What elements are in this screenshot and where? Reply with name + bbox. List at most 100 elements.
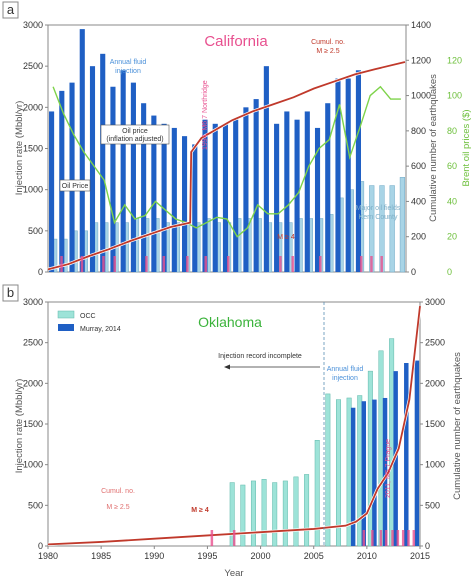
oilprice-tick-label: 40: [447, 196, 457, 206]
right-tick-label: 3000: [425, 297, 445, 307]
occ-bar: [272, 482, 278, 547]
m4-marker: [102, 256, 105, 272]
injection-bar: [120, 70, 126, 273]
injection-bar: [274, 123, 280, 272]
left-tick-label: 1000: [23, 460, 43, 470]
left-tick-label: 2000: [23, 102, 43, 112]
injection-bar: [151, 115, 157, 272]
panel-b-right-ticks: 0 500 1000 1500 2000 2500 3000: [420, 297, 445, 551]
legend-occ-swatch: [57, 310, 75, 319]
left-tick-label: 2500: [23, 61, 43, 71]
right-tick-label: 1000: [425, 460, 445, 470]
left-tick-label: 0: [38, 541, 43, 551]
cumulative-earthquake-line: [47, 61, 406, 271]
panel-b-label-box: [2, 284, 19, 302]
m4-marker: [370, 256, 373, 272]
left-tick-label: 3000: [23, 297, 43, 307]
panel-a-annot-oilprice-short: Oil Price: [62, 183, 89, 190]
injection-bar: [100, 53, 106, 272]
panel-b-annot-cumul-1: Cumul. no.: [101, 488, 135, 495]
oilprice-tick-label: 0: [447, 267, 452, 277]
right-tick-label: 200: [411, 232, 426, 242]
occ-bar: [335, 399, 341, 547]
right-tick-label: 500: [425, 500, 440, 510]
m4-marker: [60, 256, 63, 272]
m4-marker: [412, 530, 416, 546]
panel-a-title: California: [204, 33, 268, 50]
right-tick-label: 0: [411, 267, 416, 277]
m4-marker: [319, 256, 322, 272]
injection-bar: [49, 111, 55, 272]
panel-a-injection-bars: [49, 29, 361, 273]
panel-b-m4-markers: [210, 530, 416, 546]
injection-bar: [304, 111, 310, 272]
injection-bar: [110, 86, 116, 272]
m4-marker: [145, 256, 148, 272]
panel-a-annot-cumul-1: Cumul. no.: [311, 39, 345, 46]
right-tick-label: 2500: [425, 338, 445, 348]
panel-b-ylabel-left: Injection rate (Mbbl/yr): [14, 379, 25, 474]
injection-bar: [243, 107, 249, 272]
oilprice-tick-label: 100: [447, 91, 462, 101]
panel-a-ylabel-right: Cumulative number of earthquakes: [428, 74, 439, 222]
panel-a: a California Injection rate (Mbbl/yr) Cu…: [2, 1, 472, 277]
panel-a-ylabel-right2: Brent oil prices ($): [461, 109, 472, 186]
m4-marker: [407, 530, 410, 546]
m4-marker: [362, 530, 366, 546]
panel-b-ylabel-right: Cumulative number of earthquakes: [452, 352, 463, 500]
panel-b-bars: [229, 338, 420, 547]
m4-marker: [210, 530, 214, 546]
m4-marker: [291, 256, 294, 272]
m4-marker: [379, 530, 383, 546]
injection-bar: [335, 78, 341, 273]
m4-marker: [391, 530, 394, 546]
panel-a-m4-markers: [60, 256, 383, 272]
panel-b: b Oklahoma Injection rate (Mbbl/yr) Cumu…: [2, 284, 463, 579]
m4-marker: [162, 256, 166, 272]
x-tick-label: 1995: [197, 551, 217, 561]
right-tick-label: 2000: [425, 378, 445, 388]
occ-bar: [293, 476, 299, 547]
panel-a-annot-northridge: 1994, M6.7 Northridge: [202, 80, 209, 150]
injection-bar: [192, 144, 198, 272]
occ-bar: [314, 440, 320, 547]
injection-bar: [212, 123, 218, 272]
panel-b-annot-injection-1: Annual fluid: [327, 366, 364, 373]
left-tick-label: 1500: [23, 144, 43, 154]
injection-bar: [233, 119, 239, 272]
murray-bar: [350, 407, 356, 546]
murray-bar: [404, 363, 409, 546]
injection-bar: [171, 127, 177, 273]
panel-a-ylabel-left: Injection rate (Mbbl/yr): [14, 101, 25, 196]
panel-b-xlabel: Year: [224, 568, 243, 579]
x-tick-label: 1985: [91, 551, 111, 561]
oilprice-tick-label: 20: [447, 232, 457, 242]
left-tick-label: 3000: [23, 20, 43, 30]
right-tick-label: 1200: [411, 55, 431, 65]
panel-b-annot-m4: M ≥ 4: [191, 507, 209, 514]
injection-bar: [161, 123, 167, 272]
occ-bar: [240, 484, 246, 547]
occ-bar: [378, 350, 384, 547]
m4-marker: [279, 256, 282, 272]
x-tick-label: 1990: [144, 551, 164, 561]
panel-b-lines: [47, 305, 422, 546]
injection-bar: [130, 82, 136, 272]
m4-marker: [359, 256, 363, 272]
injection-bar: [202, 119, 208, 272]
injection-bar: [284, 111, 290, 272]
left-tick-label: 1000: [23, 185, 43, 195]
m4-marker: [371, 530, 374, 546]
m4-marker: [227, 256, 230, 272]
left-tick-label: 2500: [23, 338, 43, 348]
right-tick-label: 800: [411, 126, 426, 136]
m4-marker: [186, 256, 189, 272]
left-tick-label: 500: [28, 500, 43, 510]
panel-a-oilprice-label-box: [59, 179, 91, 192]
panel-a-oilprice-box: [100, 124, 170, 145]
occ-bar: [304, 474, 310, 547]
panel-a-annot-major-1: Major oil fields: [356, 205, 401, 212]
panel-b-annot-injection-2: injection: [332, 375, 358, 382]
panel-a-annot-oilprice-2: (inflation adjusted): [106, 136, 163, 143]
